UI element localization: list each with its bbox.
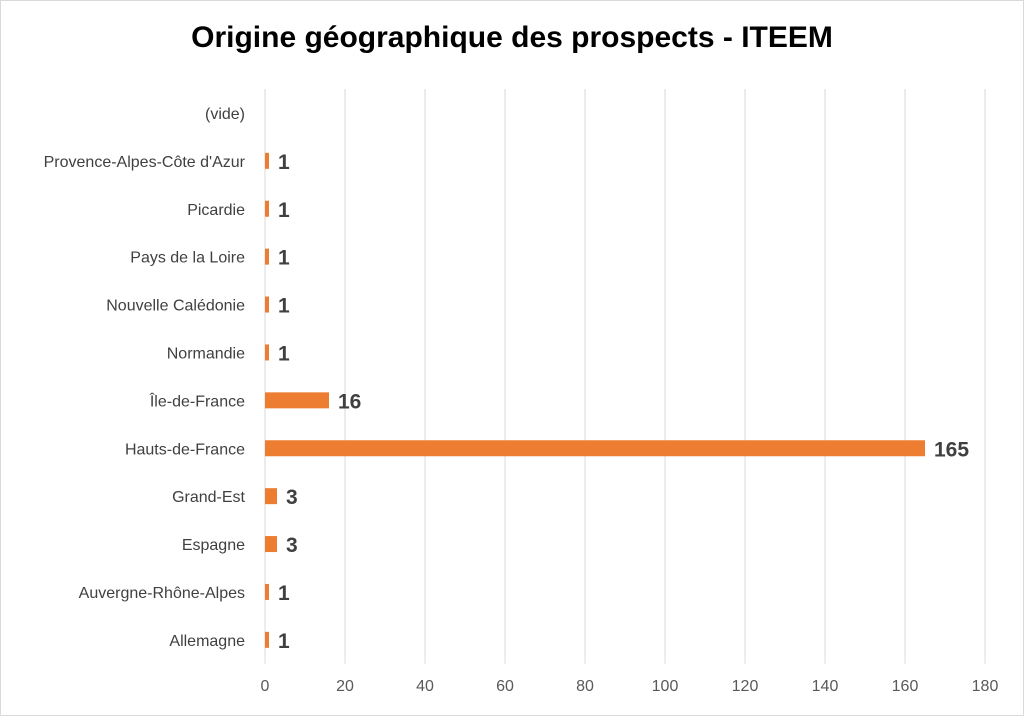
x-tick-label: 40: [416, 678, 434, 695]
bar: [265, 488, 277, 505]
data-label: 165: [934, 438, 969, 461]
data-label: 1: [278, 342, 290, 365]
bar: [265, 248, 269, 265]
category-label: Espagne: [182, 537, 245, 554]
data-labels: 1 1 1 1 1 16 165 3 3 1 1: [278, 151, 969, 653]
bar: [265, 631, 269, 648]
category-axis: (vide) Provence-Alpes-Côte d'Azur Picardie…: [44, 106, 246, 650]
bar: [265, 200, 269, 217]
category-label: (vide): [205, 106, 245, 123]
value-axis: 0 20 40 60 80 100 120 140 160 180: [261, 678, 999, 695]
data-label: 3: [286, 534, 298, 557]
data-label: 1: [278, 247, 290, 270]
x-tick-label: 120: [732, 678, 759, 695]
x-tick-label: 80: [576, 678, 594, 695]
category-label: Grand-Est: [172, 489, 245, 506]
data-label: 1: [278, 151, 290, 174]
x-tick-label: 180: [972, 678, 999, 695]
x-tick-label: 100: [652, 678, 679, 695]
category-label: Picardie: [187, 202, 245, 219]
category-label: Pays de la Loire: [130, 250, 245, 267]
category-label: Allemagne: [169, 633, 245, 650]
bar: [265, 152, 269, 169]
x-tick-label: 0: [261, 678, 270, 695]
gridlines: [264, 89, 986, 664]
category-label: Île-de-France: [149, 391, 245, 410]
bars: [265, 152, 925, 648]
data-label: 1: [278, 295, 290, 318]
data-label: 1: [278, 582, 290, 605]
x-tick-label: 160: [892, 678, 919, 695]
x-tick-label: 60: [496, 678, 514, 695]
bar: [265, 392, 329, 409]
data-label: 16: [338, 390, 361, 413]
category-label: Nouvelle Calédonie: [106, 298, 245, 315]
bar: [265, 536, 277, 553]
category-label: Normandie: [167, 345, 245, 362]
x-tick-label: 140: [812, 678, 839, 695]
data-label: 3: [286, 486, 298, 509]
chart-title: Origine géographique des prospects - ITE…: [191, 21, 833, 54]
category-label: Auvergne-Rhône-Alpes: [79, 585, 245, 602]
data-label: 1: [278, 630, 290, 653]
bar: [265, 440, 925, 457]
bar: [265, 296, 269, 313]
category-label: Hauts-de-France: [125, 441, 245, 458]
bar: [265, 583, 269, 600]
category-label: Provence-Alpes-Côte d'Azur: [44, 154, 246, 171]
bar: [265, 344, 269, 361]
x-tick-label: 20: [336, 678, 354, 695]
data-label: 1: [278, 199, 290, 222]
